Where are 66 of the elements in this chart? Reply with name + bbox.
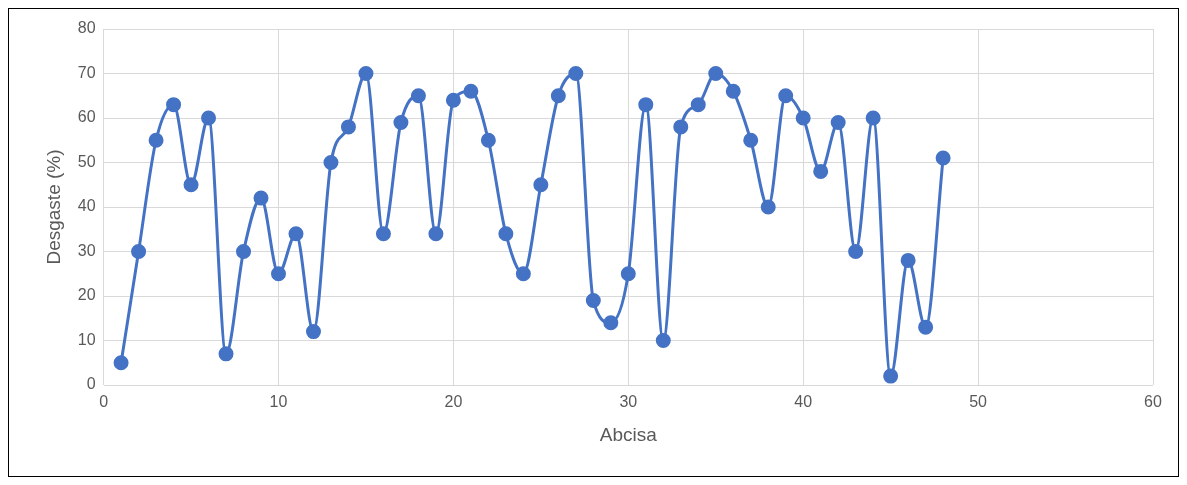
point	[428, 226, 444, 242]
point	[533, 177, 549, 193]
point	[288, 226, 304, 242]
x-axis-title: Abcisa	[599, 423, 658, 445]
y-tick-label: 80	[77, 19, 96, 37]
point	[690, 97, 706, 113]
point	[410, 88, 426, 104]
point	[848, 244, 864, 259]
point	[463, 83, 479, 99]
point	[271, 266, 286, 282]
point	[183, 177, 199, 193]
point	[568, 66, 584, 81]
x-tick-label: 50	[969, 393, 988, 411]
point	[253, 190, 269, 206]
point	[113, 355, 129, 371]
point	[918, 319, 934, 335]
point	[218, 346, 234, 362]
point	[323, 155, 339, 170]
point	[445, 92, 461, 108]
y-tick-label: 0	[86, 375, 96, 393]
point	[375, 226, 391, 242]
point	[935, 150, 951, 166]
x-tick-label: 10	[269, 393, 288, 411]
point	[480, 132, 496, 148]
point	[358, 66, 374, 81]
y-tick-label: 60	[77, 108, 96, 126]
point	[201, 110, 217, 126]
point	[795, 110, 811, 126]
x-tick-label: 30	[619, 393, 638, 411]
point	[393, 114, 409, 130]
point	[550, 88, 566, 104]
point	[865, 110, 881, 126]
point	[603, 315, 619, 331]
point	[340, 119, 356, 135]
point	[515, 266, 531, 282]
x-tick-label: 60	[1144, 393, 1162, 411]
point	[305, 324, 321, 340]
point	[131, 244, 147, 259]
point	[760, 199, 776, 215]
y-tick-label: 20	[77, 286, 96, 304]
point	[638, 97, 654, 113]
point	[900, 252, 916, 268]
point	[673, 119, 689, 135]
y-tick-label: 10	[77, 330, 96, 348]
y-axis-title: Desgaste (%)	[42, 149, 64, 265]
point	[236, 244, 252, 259]
x-tick-label: 0	[99, 393, 109, 411]
point	[148, 132, 164, 148]
point	[585, 292, 601, 308]
y-tick-label: 50	[77, 152, 96, 170]
point	[725, 83, 741, 99]
point	[830, 114, 846, 130]
point	[708, 66, 724, 81]
point	[655, 333, 671, 348]
point	[166, 97, 182, 113]
x-tick-label: 20	[444, 393, 463, 411]
y-tick-label: 40	[77, 197, 96, 215]
point	[620, 266, 636, 282]
y-tick-label: 30	[77, 241, 96, 259]
point	[778, 88, 794, 104]
point	[813, 163, 829, 179]
y-tick-label: 70	[77, 63, 96, 81]
point	[883, 368, 899, 384]
x-tick-label: 40	[794, 393, 813, 411]
point	[743, 132, 759, 148]
point	[498, 226, 514, 242]
